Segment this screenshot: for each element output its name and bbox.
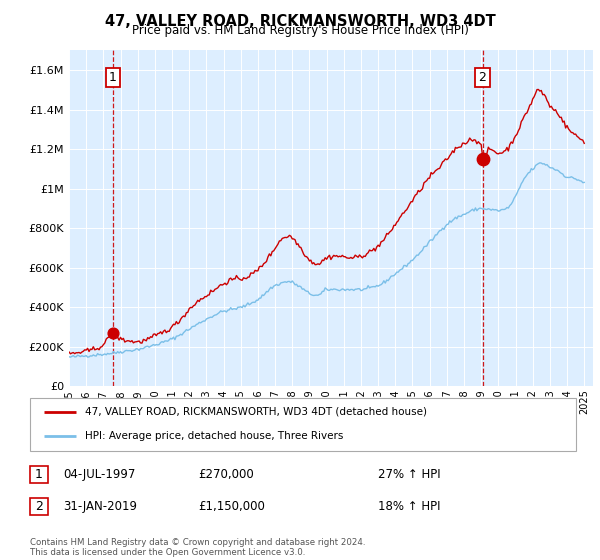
Text: 04-JUL-1997: 04-JUL-1997 bbox=[63, 468, 136, 482]
Text: £1,150,000: £1,150,000 bbox=[198, 500, 265, 514]
Text: 2: 2 bbox=[35, 500, 43, 514]
Text: 47, VALLEY ROAD, RICKMANSWORTH, WD3 4DT: 47, VALLEY ROAD, RICKMANSWORTH, WD3 4DT bbox=[104, 14, 496, 29]
Text: 2: 2 bbox=[479, 71, 487, 84]
Text: £270,000: £270,000 bbox=[198, 468, 254, 482]
Text: 47, VALLEY ROAD, RICKMANSWORTH, WD3 4DT (detached house): 47, VALLEY ROAD, RICKMANSWORTH, WD3 4DT … bbox=[85, 407, 427, 417]
Text: 27% ↑ HPI: 27% ↑ HPI bbox=[378, 468, 440, 482]
Text: 1: 1 bbox=[109, 71, 116, 84]
Text: 18% ↑ HPI: 18% ↑ HPI bbox=[378, 500, 440, 514]
Text: 1: 1 bbox=[35, 468, 43, 482]
Point bbox=[478, 155, 487, 164]
Point bbox=[108, 329, 118, 338]
Text: Price paid vs. HM Land Registry's House Price Index (HPI): Price paid vs. HM Land Registry's House … bbox=[131, 24, 469, 37]
Text: Contains HM Land Registry data © Crown copyright and database right 2024.
This d: Contains HM Land Registry data © Crown c… bbox=[30, 538, 365, 557]
Text: HPI: Average price, detached house, Three Rivers: HPI: Average price, detached house, Thre… bbox=[85, 431, 343, 441]
FancyBboxPatch shape bbox=[30, 398, 576, 451]
Text: 31-JAN-2019: 31-JAN-2019 bbox=[63, 500, 137, 514]
